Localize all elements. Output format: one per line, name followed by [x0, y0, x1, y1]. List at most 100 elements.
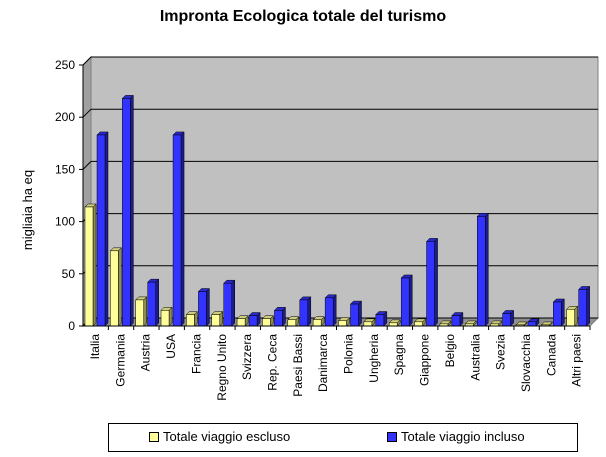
x-tick-label: Giappone	[418, 334, 432, 386]
bar-front	[211, 314, 220, 327]
bar-front	[274, 310, 283, 327]
bar-front	[287, 319, 297, 327]
bar-totale-viaggio-escluso-regno-unito	[211, 310, 224, 327]
bar-front	[147, 281, 156, 327]
axes	[82, 65, 591, 330]
bar-front	[451, 315, 461, 327]
bar-front	[236, 318, 246, 327]
x-tick-label: Svezia	[494, 334, 508, 370]
y-tick-label: 100	[55, 215, 75, 229]
bar-totale-viaggio-incluso-regno-unito	[223, 279, 236, 327]
x-tick-label: USA	[164, 334, 178, 359]
bar-totale-viaggio-incluso-francia	[197, 287, 211, 327]
legend-swatch-escluso	[149, 431, 159, 442]
legend-swatch-incluso	[387, 431, 397, 442]
bar-side	[231, 279, 235, 327]
bar-front	[262, 318, 271, 327]
bar-totale-viaggio-escluso-slovacchia	[515, 321, 528, 327]
bar-totale-viaggio-escluso-danimarca	[312, 316, 325, 327]
bar-side	[358, 300, 362, 327]
bar-front	[338, 320, 347, 327]
x-tick-label: Slovacchia	[519, 334, 533, 392]
bar-front	[477, 216, 486, 327]
x-tick-label: Germania	[113, 334, 127, 387]
bar-front	[527, 321, 537, 327]
bar-totale-viaggio-incluso-canada	[552, 298, 565, 327]
bar-totale-viaggio-incluso-slovacchia	[527, 318, 540, 327]
bar-totale-viaggio-escluso-giappone	[413, 318, 427, 327]
x-tick-label: Francia	[189, 334, 203, 374]
bar-totale-viaggio-escluso-svizzera	[236, 315, 249, 327]
bar-front	[122, 98, 131, 327]
y-axis-label: migliaia ha eq	[20, 170, 35, 250]
bar-totale-viaggio-incluso-germania	[121, 94, 134, 327]
bar-side	[574, 305, 578, 327]
bar-totale-viaggio-incluso-danimarca	[324, 294, 337, 327]
bar-totale-viaggio-incluso-paesi-bassi	[299, 296, 312, 327]
x-tick-label: Ungheria	[367, 334, 381, 383]
bar-totale-viaggio-escluso-usa	[160, 306, 173, 327]
legend-label-incluso: Totale viaggio incluso	[401, 429, 525, 444]
y-ticks: 0 50 100 150 200 250	[55, 58, 83, 333]
y-tick-label: 250	[55, 58, 75, 72]
bar-totale-viaggio-incluso-usa	[172, 131, 185, 327]
bar-side	[586, 285, 590, 327]
bar-front	[578, 289, 587, 327]
x-tick-label: Svizzera	[240, 334, 254, 380]
bar-totale-viaggio-incluso-altri-paesi	[578, 285, 591, 327]
x-tick-label: Regno Unito	[215, 334, 229, 401]
bar-side	[332, 294, 337, 327]
bar-totale-viaggio-incluso-svezia	[501, 309, 515, 327]
bar-front	[84, 206, 94, 327]
x-tick-label: Rep. Ceca	[265, 334, 279, 391]
x-tick-label: Belgio	[443, 334, 457, 368]
bar-side	[434, 237, 438, 327]
bar-front	[135, 299, 144, 327]
bar-totale-viaggio-escluso-polonia	[337, 317, 351, 327]
bar-side	[155, 278, 159, 327]
bar-front	[312, 319, 322, 327]
x-tick-label: Danimarca	[316, 334, 330, 392]
grid-line-diag	[82, 108, 92, 118]
legend-item-incluso: Totale viaggio incluso	[387, 429, 525, 444]
y-tick-label: 150	[55, 162, 75, 176]
bar-front	[223, 282, 232, 327]
x-tick-label: Polonia	[342, 334, 356, 374]
x-tick-label: Paesi Bassi	[291, 334, 305, 397]
bar-front	[324, 297, 334, 327]
bar-totale-viaggio-incluso-austria	[147, 278, 160, 327]
bar-front	[186, 314, 195, 327]
y-tick-label: 50	[62, 267, 76, 281]
bar-totale-viaggio-incluso-polonia	[349, 300, 363, 327]
bar-totale-viaggio-escluso-rep-ceca	[261, 315, 275, 327]
bar-side	[118, 247, 122, 327]
bar-front	[350, 303, 359, 327]
bar-totale-viaggio-incluso-svizzera	[248, 311, 261, 327]
bar-totale-viaggio-escluso-germania	[109, 247, 122, 327]
x-tick-labels: Italia Germania Austria USA Francia Regno Uni…	[88, 334, 584, 401]
bar-front	[566, 309, 575, 327]
y-tick-label: 200	[55, 110, 75, 124]
bar-front	[400, 277, 410, 327]
bar-front	[110, 250, 119, 327]
legend-label-escluso: Totale viaggio escluso	[163, 429, 291, 444]
plot-background	[81, 55, 600, 328]
bar-totale-viaggio-escluso-canada	[540, 321, 553, 327]
x-tick-label: Spagna	[392, 334, 406, 376]
bar-front	[414, 321, 423, 327]
bar-front	[160, 310, 170, 327]
legend: Totale viaggio escluso Totale viaggio in…	[108, 423, 578, 452]
bar-totale-viaggio-escluso-italia	[84, 203, 97, 327]
bar-front	[248, 315, 258, 327]
chart-title: Impronta Ecologica totale del turismo	[159, 8, 447, 25]
bar-totale-viaggio-incluso-giappone	[425, 237, 439, 327]
bar-front	[363, 321, 373, 327]
x-tick-label: Italia	[88, 334, 102, 360]
legend-item-escluso: Totale viaggio escluso	[149, 429, 290, 444]
bar-totale-viaggio-escluso-austria	[135, 296, 148, 327]
bar-side	[180, 131, 185, 327]
x-tick-label: Altri paesi	[570, 334, 584, 387]
bar-side	[143, 296, 147, 327]
x-tick-label: Australia	[468, 334, 482, 381]
